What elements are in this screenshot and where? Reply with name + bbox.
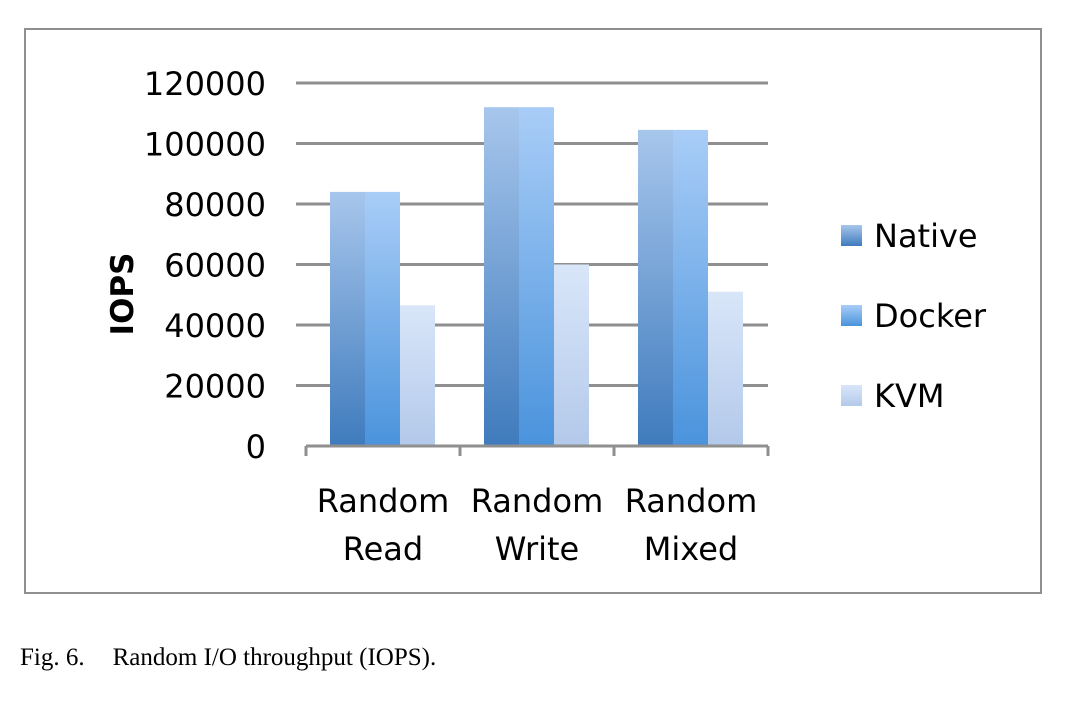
bar-native-random-mixed xyxy=(638,129,673,446)
bar-kvm-random-read xyxy=(400,305,435,446)
legend-label-docker: Docker xyxy=(874,297,987,335)
y-axis-title: IOPS xyxy=(105,253,141,336)
y-tick-label-60000: 60000 xyxy=(164,247,266,285)
bar-native-random-write xyxy=(484,107,519,446)
bar-native-random-read xyxy=(330,191,365,446)
y-tick-labels: 0 20000 40000 60000 80000 100000 120000 xyxy=(144,65,266,466)
bar-chart: 0 20000 40000 60000 80000 100000 120000 Random… xyxy=(105,65,987,568)
y-tick-label-0: 0 xyxy=(246,428,266,466)
y-tick-label-120000: 120000 xyxy=(144,65,266,103)
bars xyxy=(330,107,743,446)
bar-kvm-random-mixed xyxy=(708,291,743,446)
x-category-labels: Random Read Random Write Random Mixed xyxy=(317,482,757,568)
bar-docker-random-read xyxy=(365,191,400,446)
legend-swatch-kvm xyxy=(841,385,862,406)
caption-text: Random I/O throughput (IOPS). xyxy=(112,644,437,671)
x-category-label-random-write-line2: Write xyxy=(495,530,579,568)
legend-label-native: Native xyxy=(874,217,978,255)
y-tick-label-100000: 100000 xyxy=(144,126,266,164)
x-axis xyxy=(304,444,770,456)
y-tick-label-20000: 20000 xyxy=(164,368,266,406)
bar-docker-random-mixed xyxy=(673,129,708,446)
x-category-label-random-mixed-line2: Mixed xyxy=(644,530,738,568)
legend: Native Docker KVM xyxy=(841,217,987,415)
figure-number: Fig. 6. xyxy=(20,644,85,671)
legend-label-kvm: KVM xyxy=(874,377,944,415)
legend-swatch-docker xyxy=(841,305,862,326)
bar-docker-random-write xyxy=(519,107,554,446)
chart-frame: 0 20000 40000 60000 80000 100000 120000 Random… xyxy=(24,28,1042,594)
bar-kvm-random-write xyxy=(554,264,589,446)
figure-caption: Fig. 6. Random I/O throughput (IOPS). xyxy=(20,644,436,672)
y-tick-label-80000: 80000 xyxy=(164,186,266,224)
y-tick-label-40000: 40000 xyxy=(164,307,266,345)
x-category-label-random-read-line2: Read xyxy=(343,530,423,568)
x-category-label-random-read-line1: Random xyxy=(317,482,449,520)
x-category-label-random-write-line1: Random xyxy=(471,482,603,520)
x-category-label-random-mixed-line1: Random xyxy=(625,482,757,520)
legend-swatch-native xyxy=(841,225,862,246)
